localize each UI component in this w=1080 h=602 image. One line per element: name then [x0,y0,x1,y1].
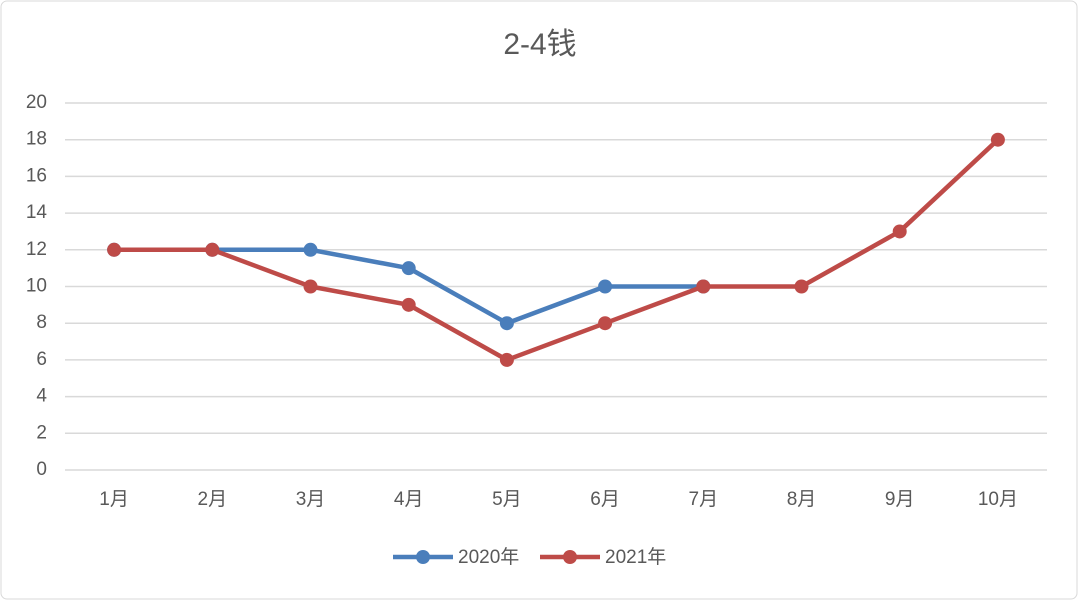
data-point [598,279,613,294]
data-point [892,224,907,239]
y-tick-label: 2 [36,422,47,443]
data-point [205,242,220,257]
y-tick-label: 8 [36,312,47,333]
x-tick-label: 9月 [885,489,915,510]
y-tick-label: 14 [26,202,48,223]
x-tick-label: 1月 [99,489,129,510]
legend-marker [416,550,430,564]
data-point [303,242,318,257]
legend-marker [563,550,577,564]
x-tick-label: 2月 [198,489,228,510]
data-point [794,279,809,294]
data-point [598,316,613,331]
series-line [114,138,1000,363]
x-tick-label: 8月 [787,489,817,510]
x-tick-label: 10月 [978,489,1018,510]
y-tick-label: 16 [26,165,47,186]
y-tick-label: 12 [26,239,47,260]
y-tick-label: 4 [36,386,47,407]
legend-label: 2021年 [605,546,666,568]
data-point [499,316,514,331]
y-tick-label: 0 [36,459,47,480]
x-tick-label: 5月 [492,489,522,510]
y-tick-label: 18 [26,129,47,150]
legend-label: 2020年 [458,546,519,568]
x-tick-label: 4月 [394,489,424,510]
data-point [401,297,416,312]
data-point [107,242,122,257]
data-point [499,352,514,367]
y-tick-label: 20 [26,92,47,113]
data-point [401,261,416,276]
data-point [303,279,318,294]
data-point [696,279,711,294]
data-point [990,132,1005,147]
y-tick-label: 6 [36,349,47,370]
chart-title: 2-4钱 [503,28,576,61]
x-tick-label: 6月 [590,489,620,510]
x-tick-label: 3月 [296,489,326,510]
y-tick-label: 10 [26,276,47,297]
x-tick-label: 7月 [689,489,719,510]
